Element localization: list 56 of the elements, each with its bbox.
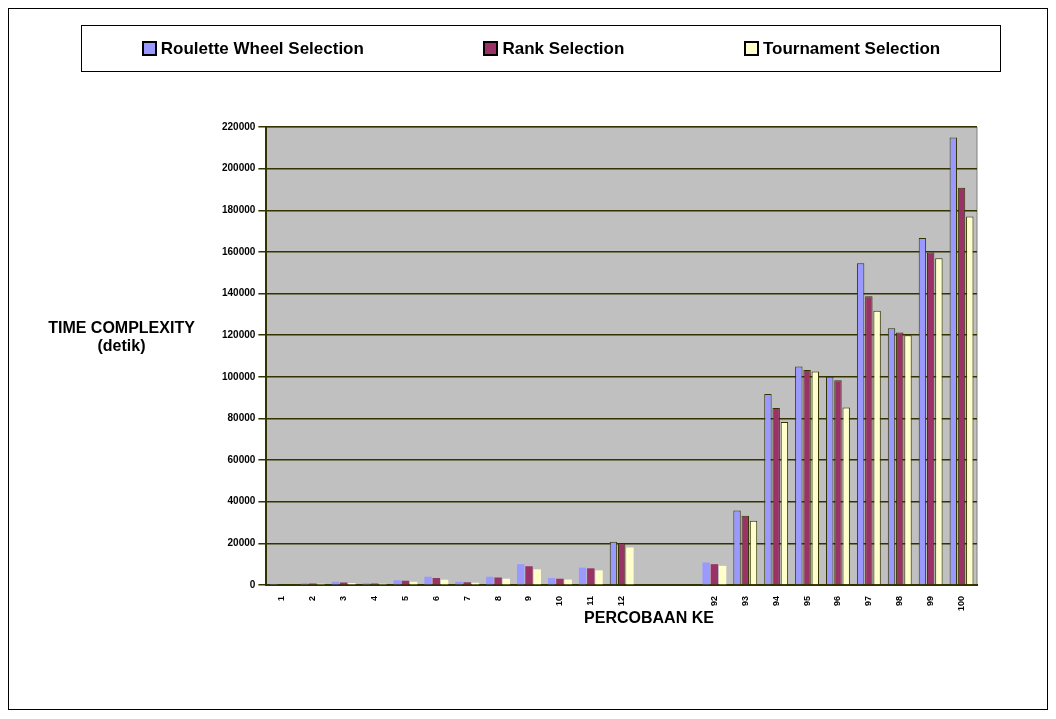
y-tick-label: 220000 — [221, 120, 256, 132]
y-tick-label: 140000 — [221, 287, 256, 299]
bar — [517, 564, 525, 585]
bar — [626, 547, 634, 585]
y-tick-label: 80000 — [227, 412, 256, 424]
bar — [578, 567, 587, 585]
x-tick-label: 95 — [801, 595, 812, 606]
bar — [702, 562, 710, 585]
x-tick-label: 92 — [708, 595, 719, 606]
bar — [718, 565, 727, 585]
bar — [533, 569, 541, 585]
y-tick-label: 180000 — [221, 204, 256, 216]
bar — [710, 564, 719, 585]
bar — [564, 579, 572, 585]
bar — [556, 578, 564, 585]
x-tick-label: 1 — [276, 595, 287, 601]
y-tick-label: 200000 — [221, 162, 256, 174]
y-tick-label: 120000 — [221, 328, 256, 340]
legend-label: Tournament Selection — [761, 38, 941, 59]
bar — [525, 566, 533, 585]
legend-label: Rank Selection — [501, 38, 625, 59]
x-tick-label: 99 — [925, 595, 936, 606]
bar — [424, 576, 432, 585]
legend-label: Roulette Wheel Selection — [159, 38, 364, 59]
x-axis-title: PERCOBAAN KE — [583, 609, 715, 627]
x-tick-label: 8 — [492, 595, 503, 601]
x-tick-label: 93 — [739, 595, 750, 606]
x-tick-label: 100 — [956, 595, 967, 612]
bar — [494, 577, 502, 585]
x-tick-label: 6 — [430, 595, 441, 601]
x-tick-label: 3 — [338, 595, 349, 601]
x-tick-label: 12 — [616, 595, 627, 606]
x-tick-label: 94 — [770, 595, 781, 606]
bar — [595, 570, 603, 585]
y-tick-label: 60000 — [227, 453, 256, 465]
x-tick-label: 97 — [863, 595, 874, 606]
x-tick-label: 5 — [399, 595, 410, 601]
y-tick-label: 0 — [249, 578, 256, 590]
bar — [587, 568, 595, 585]
x-tick-label: 9 — [523, 595, 534, 601]
y-axis-title: TIME COMPLEXITY (detik) — [48, 319, 195, 354]
y-tick-label: 100000 — [221, 370, 256, 382]
bar — [393, 580, 401, 585]
x-tick-label: 96 — [832, 595, 843, 606]
x-tick-label: 98 — [894, 595, 905, 606]
x-tick-label: 4 — [368, 595, 379, 601]
x-tick-label: 2 — [307, 595, 318, 601]
bar — [547, 578, 556, 585]
x-tick-label: 11 — [585, 595, 596, 606]
x-tick-label: 10 — [554, 595, 565, 606]
x-tick-label: 7 — [461, 595, 472, 601]
y-tick-label: 160000 — [221, 245, 256, 257]
bar — [486, 576, 494, 585]
y-tick-label: 20000 — [227, 537, 256, 549]
bar — [432, 578, 441, 585]
y-tick-label: 40000 — [227, 495, 256, 507]
